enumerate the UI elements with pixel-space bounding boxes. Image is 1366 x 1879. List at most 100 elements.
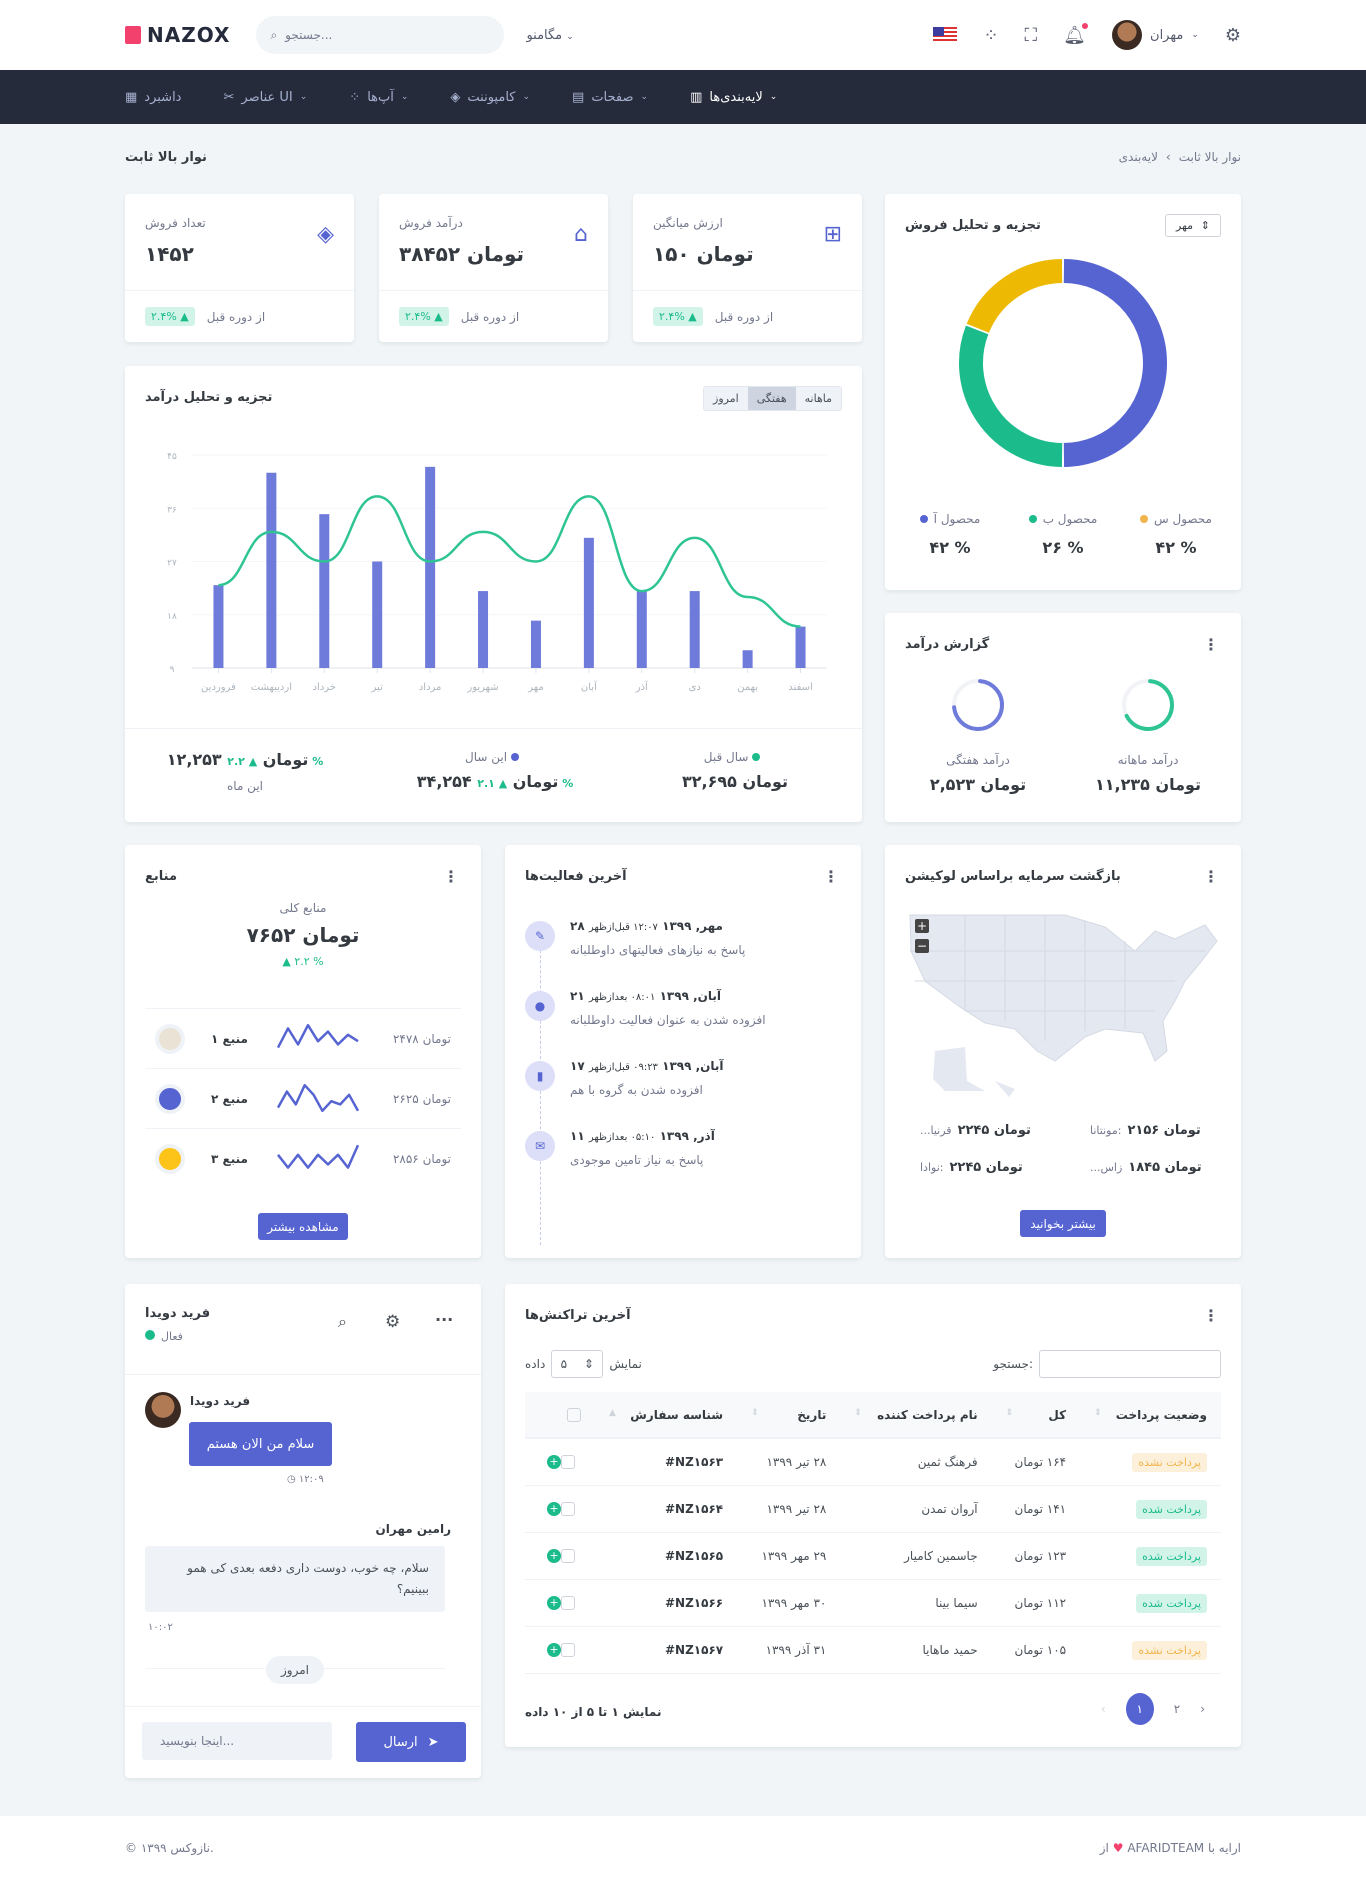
activity-time: ۰۵:۱۰ بعدازظهر [588,1132,656,1143]
cell-date: ۲۸ تیر ۱۳۹۹ [737,1485,841,1533]
nav-components[interactable]: ◈ کامپوننت ⌄ [450,90,530,105]
zoom-in-button[interactable]: + [915,919,929,933]
expand-plus-icon[interactable]: + [547,1455,561,1469]
revenue-report-card: گزارش درآمد ⋮ درآمد هفتگی ۲,۵۲۳ تومان درآ… [885,613,1241,822]
table-row[interactable]: پرداخت نشده ۱۰۵ تومان حمید ماهایا ۳۱ آذر… [525,1626,1221,1674]
heart-icon: ♥ [1112,1840,1124,1855]
col-payer[interactable]: نام پرداخت کننده ⇕ [840,1392,992,1439]
status-badge: پرداخت شده [1136,1499,1207,1519]
map-stat-value: ۲۲۴۵ تومان [949,1160,1023,1175]
status-label: فعال [161,1330,183,1343]
nav-layouts[interactable]: ▥ لایه‌بندی‌ها ⌄ [690,90,777,105]
row-checkbox[interactable] [561,1548,575,1563]
read-more-button[interactable]: بیشتر بخوانید [1020,1210,1106,1237]
tab-weekly[interactable]: هفتگی [747,387,796,410]
search-box[interactable]: ⌕ جستجو... [256,16,505,54]
mega-menu[interactable]: مگامنو ⌄ [526,28,573,43]
row-checkbox[interactable] [561,1455,575,1469]
legend-product-c: محصول س ۴۲ % [1121,512,1231,557]
apps-grid-icon[interactable]: ⁘ [983,24,999,46]
expand-plus-icon[interactable]: + [547,1501,561,1516]
month-select[interactable]: مهر ⇕ [1165,214,1221,237]
tab-today[interactable]: امروز [713,392,739,405]
page-1[interactable]: ۱ [1125,1693,1154,1725]
more-horizontal-icon[interactable]: ··· [435,1310,454,1329]
message-input[interactable]: اینجا بنویسید... [142,1722,332,1760]
row-checkbox[interactable] [561,1501,575,1516]
source-sparkline [277,1083,359,1112]
activity-date: ۲۸ مهر, ۱۳۹۹ ۱۲:۰۷ قبل‌ازظهر [570,919,723,933]
user-menu[interactable]: مهران ⌄ [1112,20,1199,50]
more-vertical-icon[interactable]: ⋮ [1203,635,1219,654]
layers-icon: ◈ [317,222,334,247]
donut-slice [959,325,1063,467]
nav-label: لایه‌بندی‌ها [709,89,763,105]
view-more-button[interactable]: مشاهده بیشتر [258,1213,348,1240]
next-page-icon[interactable]: › [1200,1702,1205,1716]
expand-plus-icon[interactable]: + [547,1595,561,1610]
table-row[interactable]: پرداخت نشده ۱۶۴ تومان فرهنگ ثمین ۲۸ تیر … [525,1438,1221,1486]
summary-value: ۳۴,۲۵۴ تومان [416,772,559,791]
more-vertical-icon[interactable]: ⋮ [1203,1306,1219,1325]
row-checkbox[interactable] [561,1595,575,1610]
expand-plus-icon[interactable]: + [547,1548,561,1563]
legend-dot [919,515,928,523]
table-search-input[interactable] [1039,1350,1221,1378]
legend-dot [1028,515,1037,523]
search-icon[interactable]: ⌕ [338,1312,347,1331]
more-vertical-icon[interactable]: ⋮ [1203,867,1219,886]
x-tick-label: اردیبهشت [251,682,292,693]
col-total[interactable]: کل ⇕ [991,1392,1081,1439]
nav-dashboard[interactable]: ▦ داشبرد [125,90,181,105]
settings-gear-icon[interactable]: ⚙ [385,1312,401,1332]
breadcrumb-item[interactable]: لایه‌بندی [1118,150,1158,164]
avatar [145,1392,181,1428]
briefcase-icon: ⊞ [823,222,842,247]
page-2[interactable]: ۲ [1173,1702,1181,1716]
page-size-select[interactable]: ۵ ⇕ [551,1350,604,1378]
settings-gear-icon[interactable]: ⚙ [1224,24,1241,46]
nav-label: صفحات [591,89,634,105]
send-button[interactable]: ارسال ➤ [356,1722,466,1762]
search-input[interactable]: جستجو... [285,28,333,42]
bar-chart-icon: ▮ [525,1061,555,1091]
logo[interactable]: NAZOX [125,23,230,47]
col-status[interactable]: وضعیت پرداخت ⇕ [1080,1392,1221,1439]
col-date[interactable]: تاریخ ⇕ [737,1392,841,1439]
cell-date: ۳۱ آذر ۱۳۹۹ [737,1626,841,1674]
more-vertical-icon[interactable]: ⋮ [823,867,839,886]
fullscreen-icon[interactable]: ⛶ [1024,24,1038,46]
select-all-checkbox[interactable] [567,1407,581,1422]
more-vertical-icon[interactable]: ⋮ [443,867,459,886]
weekly-revenue: درآمد هفتگی ۲,۵۲۳ تومان [898,753,1058,794]
prev-page-icon[interactable]: ‹ [1100,1702,1106,1716]
language-flag-icon[interactable] [933,27,958,43]
chat-card: فرید دویدا فعال ⌕ ⚙ ··· فرید دویدا سلام … [125,1284,481,1778]
x-tick-label: آذر [635,680,649,693]
header-label: نام پرداخت کننده [877,1407,978,1422]
tab-monthly[interactable]: ماهانه [804,392,832,405]
nav-label: آپ‌ها [367,89,394,105]
cell-order-id: #NZ۱۵۶۷ [595,1626,738,1674]
sales-analytics-card: تجزیه و تحلیل فروش مهر ⇕ محصول آ ۴۲ % محصو… [885,194,1241,590]
row-checkbox[interactable] [561,1642,575,1657]
stat-label: تعداد فروش [145,216,206,230]
source-row: منبع ۳ ۲۸۵۶ تومان [145,1128,461,1188]
cell-total: ۱۰۵ تومان [991,1626,1081,1674]
sort-icon: ▲ [609,1407,616,1418]
nav-apps[interactable]: ⁘ آپ‌ها ⌄ [349,90,408,105]
zoom-out-button[interactable]: − [915,939,929,953]
nav-pages[interactable]: ▤ صفحات ⌄ [572,90,648,105]
source-row: منبع ۱ ۲۴۷۸ تومان [145,1008,461,1068]
chevron-down-icon: ⌄ [522,92,531,102]
breadcrumb-item[interactable]: نوار بالا ثابت [1178,150,1241,164]
notification-bell-icon[interactable]: 🔔︎ [1063,22,1089,46]
line-series-last-year [218,495,801,628]
nav-ui-elements[interactable]: ✂ عناصر UI ⌄ [223,90,307,105]
table-row[interactable]: پرداخت شده ۱۴۱ تومان آروان تمدن ۲۸ تیر ۱… [525,1485,1221,1533]
col-order-id[interactable]: شناسه سفارش ▲ [595,1392,738,1439]
table-row[interactable]: پرداخت شده ۱۱۲ تومان سیما بینا ۳۰ مهر ۱۳… [525,1579,1221,1627]
expand-plus-icon[interactable]: + [547,1642,561,1657]
table-row[interactable]: پرداخت شده ۱۲۳ تومان جاسمین کامیار ۲۹ مه… [525,1532,1221,1580]
activity-text: پاسخ به نیاز تامین موجودی [570,1153,704,1167]
